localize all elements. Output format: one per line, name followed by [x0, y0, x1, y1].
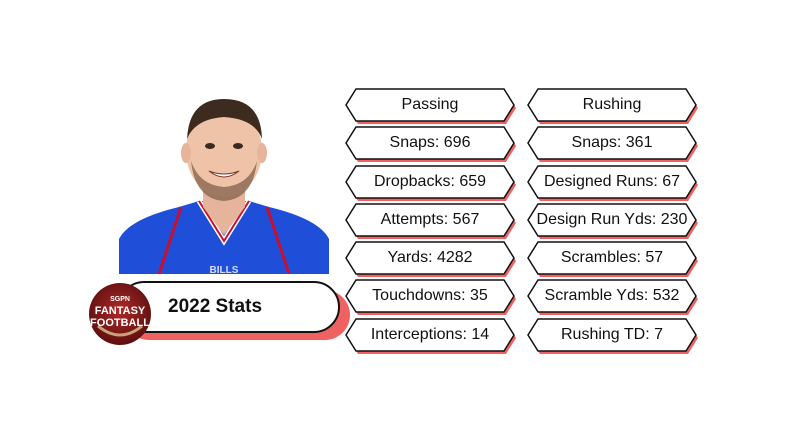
rushing-stat-row: Rushing TD: 7 [561, 325, 663, 343]
badge-title: 2022 Stats [168, 296, 263, 317]
passing-header-cell: Passing [345, 88, 517, 126]
rushing-stat-row: Designed Runs: 67 [543, 172, 681, 190]
hexagon-body [345, 203, 515, 237]
hexagon-frame [527, 88, 698, 124]
hexagon-frame [345, 164, 516, 201]
hexagon-body [345, 279, 515, 314]
passing-column: Passing Snaps: 696 Dropbacks: 659 Attempts:… [345, 88, 517, 356]
hexagon-frame [345, 126, 516, 163]
logo-line2: FOOTBALL [90, 317, 150, 329]
rushing-stat-row: Snaps: 361 [571, 134, 653, 152]
hexagon-frame [345, 88, 516, 124]
passing-stat-row-cell: Dropbacks: 659 [345, 164, 517, 203]
jersey-text: BILLS [210, 265, 239, 274]
rushing-stat-row: Design Run Yds: 230 [536, 210, 688, 228]
passing-stat-row-cell: Attempts: 567 [345, 203, 517, 241]
logo-top-text: SGPN [110, 296, 130, 303]
fantasy-football-logo: SGPN FANTASY FOOTBALL [88, 282, 152, 346]
hexagon-body [527, 126, 697, 161]
passing-stat-row: Interceptions: 14 [370, 325, 490, 343]
passing-stat-row-cell: Touchdowns: 35 [345, 279, 517, 317]
hexagon-body [345, 318, 515, 352]
logo-line1: FANTASY [95, 305, 146, 317]
hexagon-body [345, 126, 515, 161]
passing-stat-row: Touchdowns: 35 [372, 287, 488, 305]
hexagon-frame [527, 318, 698, 354]
hexagon-frame [345, 318, 516, 354]
rushing-stat-row-cell: Scrambles: 57 [527, 241, 699, 279]
hexagon-body [527, 164, 697, 199]
passing-stat-row: Dropbacks: 659 [373, 172, 487, 190]
hexagon-body [345, 164, 515, 199]
rushing-stat-row-cell: Scramble Yds: 532 [527, 279, 699, 317]
passing-stat-row-cell: Interceptions: 14 [345, 318, 517, 356]
hexagon-frame [527, 203, 698, 239]
hexagon-frame [345, 241, 516, 278]
passing-stat-row: Yards: 4282 [387, 249, 473, 267]
passing-stat-row: Snaps: 696 [389, 134, 471, 152]
hexagon-body [527, 279, 697, 314]
rushing-stat-row-cell: Design Run Yds: 230 [527, 203, 699, 241]
rushing-stat-row: Scramble Yds: 532 [544, 287, 680, 305]
hexagon-frame [527, 241, 698, 278]
hexagon-frame [527, 164, 698, 201]
hexagon-body [345, 88, 515, 122]
passing-stat-row-cell: Yards: 4282 [345, 241, 517, 279]
hexagon-frame [527, 279, 698, 316]
passing-stat-row-cell: Snaps: 696 [345, 126, 517, 164]
hexagon-body [527, 241, 697, 275]
rushing-header-cell: Rushing [527, 88, 699, 126]
stats-badge [118, 281, 340, 333]
rushing-column: Rushing Snaps: 361 Designed Runs: 67 Design… [527, 88, 699, 356]
rushing-stat-row-cell: Snaps: 361 [527, 126, 699, 164]
passing-stat-row: Attempts: 567 [380, 210, 480, 228]
rushing-stat-row-cell: Rushing TD: 7 [527, 318, 699, 356]
rushing-stat-row-cell: Designed Runs: 67 [527, 164, 699, 203]
passing-header: Passing [401, 96, 459, 113]
hexagon-body [345, 241, 515, 275]
hexagon-body [527, 203, 697, 237]
hexagon-frame [527, 126, 698, 163]
hexagon-frame [345, 279, 516, 316]
rushing-header: Rushing [582, 96, 642, 113]
hexagon-frame [345, 203, 516, 239]
hexagon-body [527, 318, 697, 352]
player-photo: BILLS [119, 89, 329, 274]
hexagon-body [527, 88, 697, 122]
rushing-stat-row: Scrambles: 57 [560, 249, 664, 267]
